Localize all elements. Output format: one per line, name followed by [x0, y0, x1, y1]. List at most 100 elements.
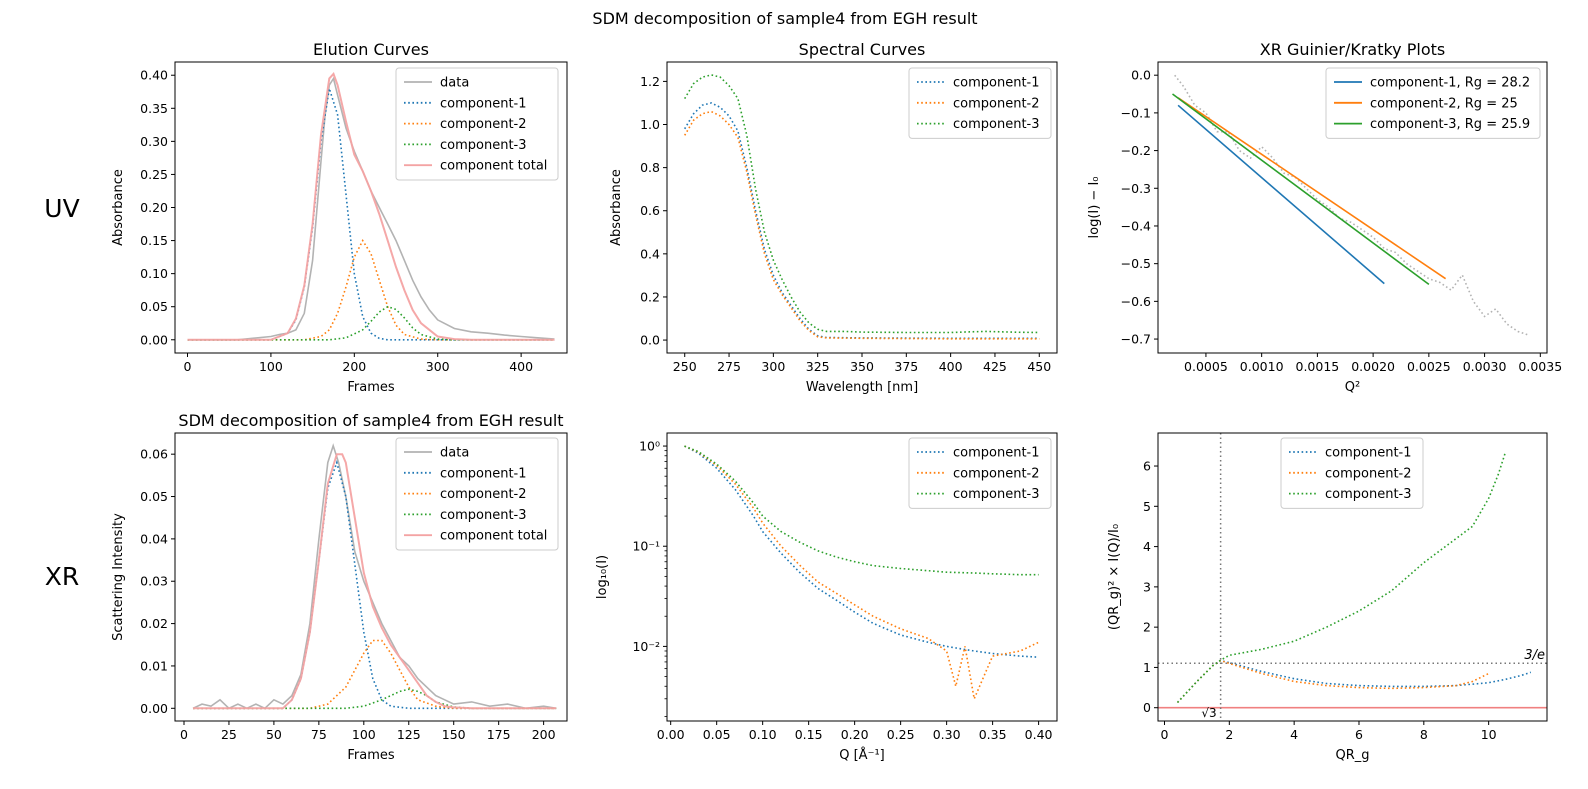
- y-tick-label: 0.4: [640, 246, 660, 261]
- series-component-2: [193, 639, 557, 710]
- y-tick-label: 0.6: [640, 203, 660, 218]
- x-tick-label: 0.20: [841, 727, 869, 742]
- axes-frame: [666, 432, 1058, 722]
- legend-box: [908, 437, 1052, 509]
- x-tick-label: 0.0020: [1351, 359, 1395, 374]
- x-tick-label: 6: [1355, 727, 1363, 742]
- y-tick-label: −0.1: [1121, 105, 1151, 120]
- series-component-3: [1176, 453, 1506, 704]
- legend-label: component-1: [440, 466, 527, 481]
- y-tick-label: 0.20: [140, 200, 168, 215]
- row-label-uv: UV: [44, 194, 79, 223]
- series-data: [1174, 74, 1530, 337]
- series-component-2: [684, 445, 1039, 702]
- series-component-2: [187, 238, 555, 341]
- x-tick-label: 0.0005: [1184, 359, 1228, 374]
- x-tick-label: 125: [397, 727, 421, 742]
- x-tick-label: 0.25: [887, 727, 915, 742]
- y-tick-label: 0.01: [140, 658, 168, 673]
- x-tick-label: 450: [1027, 359, 1051, 374]
- legend-label: data: [440, 446, 469, 461]
- legend-label: component-3: [953, 117, 1040, 132]
- y-tick-label: −0.2: [1121, 143, 1151, 158]
- y-tick-label: 0.30: [140, 134, 168, 149]
- hline-label: 3/e: [1524, 648, 1545, 663]
- series-component-1: [1177, 104, 1385, 285]
- legend-label: component-3: [440, 138, 527, 153]
- x-tick-label: 325: [806, 359, 830, 374]
- y-tick-label: 0.02: [140, 616, 168, 631]
- y-tick-label: 0.06: [140, 447, 168, 462]
- series-component-total: [187, 72, 555, 341]
- series-component-2: [684, 110, 1040, 340]
- y-tick-label: 0.03: [140, 574, 168, 589]
- y-tick-label: 3: [1143, 579, 1151, 594]
- legend-label: component-1, Rg = 28.2: [1370, 76, 1530, 91]
- y-tick-label: 1.0: [640, 117, 660, 132]
- y-tick-label: 0.40: [140, 68, 168, 83]
- panel-uv-spectral: Spectral Curves 250 275 300 325 350 375 400 425 4…: [609, 40, 1058, 395]
- y-tick-label: 10⁰: [639, 439, 660, 454]
- legend-box: [395, 67, 559, 181]
- x-axis-label: Q [Å⁻¹]: [839, 747, 884, 763]
- legend-label: component-2: [440, 487, 527, 502]
- x-tick-label: 2: [1225, 727, 1233, 742]
- y-tick-label: 0.00: [140, 701, 168, 716]
- x-axis-label: QR_g: [1335, 748, 1369, 763]
- x-tick-label: 25: [221, 727, 237, 742]
- plot-area: [187, 72, 555, 341]
- x-tick-label: 75: [311, 727, 327, 742]
- x-tick-label: 0.30: [933, 727, 961, 742]
- x-axis-label: Frames: [347, 748, 395, 763]
- x-tick-label: 300: [426, 359, 450, 374]
- legend-label: component-2: [1325, 466, 1412, 481]
- x-tick-label: 0.0030: [1463, 359, 1507, 374]
- legend-label: component-1: [440, 96, 527, 111]
- y-tick-label: −0.7: [1121, 332, 1151, 347]
- x-tick-label: 0.0015: [1296, 359, 1340, 374]
- y-tick-label: −0.5: [1121, 256, 1151, 271]
- x-tick-label: 50: [266, 727, 282, 742]
- x-tick-label: 0.00: [657, 727, 685, 742]
- y-axis-label: Absorbance: [111, 169, 126, 246]
- y-tick-label: −0.3: [1121, 181, 1151, 196]
- x-tick-label: 100: [259, 359, 283, 374]
- x-axis-label: Q²: [1345, 380, 1360, 395]
- panel-title: Elution Curves: [313, 40, 429, 59]
- y-axis-label: log₁₀(I): [595, 555, 610, 599]
- series-component-3: [187, 305, 555, 341]
- y-tick-label: 0.10: [140, 266, 168, 281]
- axes-frame: [174, 432, 568, 722]
- x-axis-label: Frames: [347, 380, 395, 395]
- y-axis-label: log(I) − I₀: [1087, 177, 1102, 239]
- x-tick-label: 0.15: [795, 727, 823, 742]
- y-tick-label: 4: [1143, 539, 1151, 554]
- x-tick-label: 4: [1290, 727, 1298, 742]
- legend-box: [1280, 437, 1424, 509]
- x-tick-label: 0.0025: [1407, 359, 1451, 374]
- legend-box: [395, 437, 559, 551]
- plot-area: [192, 443, 557, 710]
- series-component-2: [1176, 659, 1490, 704]
- series-component-total: [193, 453, 557, 710]
- x-tick-label: 375: [894, 359, 918, 374]
- x-tick-label: 150: [442, 727, 466, 742]
- plot-area: [684, 74, 1040, 340]
- panel-xr-elution: SDM decomposition of sample4 from EGH re…: [111, 411, 568, 763]
- y-tick-label: 0.05: [140, 489, 168, 504]
- x-tick-label: 175: [487, 727, 511, 742]
- x-tick-label: 0: [184, 359, 192, 374]
- x-tick-label: 250: [673, 359, 697, 374]
- y-tick-label: 0.0: [640, 333, 660, 348]
- y-axis-label: Scattering Intensity: [111, 513, 126, 641]
- panel-xr-guinier: XR Guinier/Kratky Plots 0.0005 0.0010 0.001…: [1087, 40, 1562, 395]
- y-tick-label: 0.00: [140, 332, 168, 347]
- legend-label: component total: [440, 159, 547, 174]
- legend-label: component-1: [1325, 446, 1412, 461]
- y-tick-label: −0.4: [1121, 218, 1151, 233]
- y-tick-label: 0.2: [640, 289, 660, 304]
- x-tick-label: 0.0035: [1518, 359, 1562, 374]
- axes-frame: [1157, 432, 1548, 722]
- y-axis-label: Absorbance: [609, 169, 624, 246]
